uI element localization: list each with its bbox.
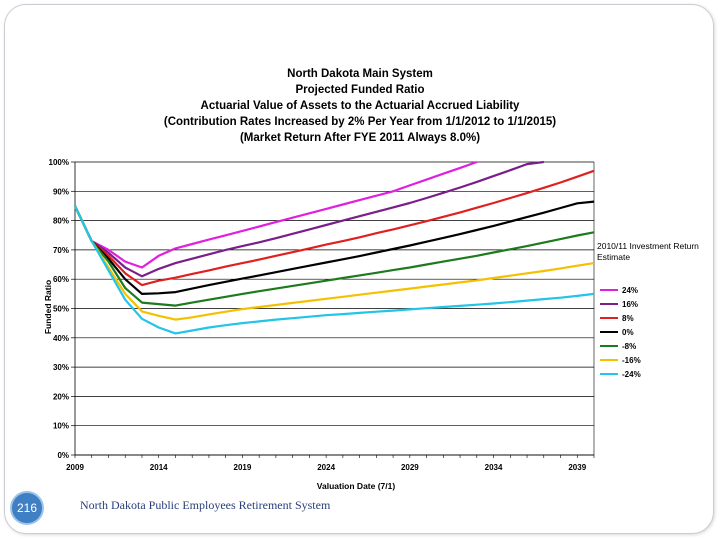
legend-item: 8% bbox=[600, 311, 700, 325]
legend-swatch bbox=[600, 359, 618, 361]
x-tick-label: 2009 bbox=[66, 463, 84, 472]
legend-swatch bbox=[600, 331, 618, 333]
y-tick-label: 0% bbox=[57, 451, 69, 460]
y-tick-label: 50% bbox=[53, 305, 69, 314]
legend-swatch bbox=[600, 289, 618, 291]
legend-label: 8% bbox=[622, 313, 634, 323]
y-tick-label: 20% bbox=[53, 392, 69, 401]
y-tick-label: 10% bbox=[53, 422, 69, 431]
chart-title: North Dakota Main System Projected Funde… bbox=[60, 66, 660, 146]
y-tick-label: 40% bbox=[53, 334, 69, 343]
footer-organization: North Dakota Public Employees Retirement… bbox=[80, 498, 331, 512]
legend-swatch bbox=[600, 345, 618, 347]
legend-item: -8% bbox=[600, 339, 700, 353]
y-tick-label: 30% bbox=[53, 363, 69, 372]
series-line bbox=[74, 200, 595, 295]
legend-title: 2010/11 Investment Return Estimate bbox=[597, 241, 699, 262]
legend-swatch bbox=[600, 303, 618, 305]
y-axis-label: Funded Ratio bbox=[43, 279, 53, 335]
y-tick-label: 100% bbox=[49, 158, 69, 167]
legend-label: 0% bbox=[622, 327, 634, 337]
chart-title-line-5: (Market Return After FYE 2011 Always 8.0… bbox=[239, 132, 481, 144]
chart-title-line-1: North Dakota Main System bbox=[287, 68, 433, 80]
series-line bbox=[74, 160, 478, 269]
legend-label: -16% bbox=[622, 355, 641, 365]
legend-label: 24% bbox=[622, 285, 639, 295]
legend-label: -24% bbox=[622, 369, 641, 379]
y-tick-label: 70% bbox=[53, 246, 69, 255]
y-tick-label: 80% bbox=[53, 217, 69, 226]
series-line bbox=[74, 205, 595, 335]
page-number-badge: 216 bbox=[10, 491, 44, 525]
legend-label: 16% bbox=[622, 299, 639, 309]
y-tick-label: 90% bbox=[53, 187, 69, 196]
x-tick-label: 2029 bbox=[401, 463, 419, 472]
x-tick-label: 2039 bbox=[568, 463, 586, 472]
chart-legend: 24% 16% 8% 0% -8% -16% -24% bbox=[600, 283, 700, 381]
series-line bbox=[74, 205, 595, 307]
x-tick-label: 2014 bbox=[150, 463, 168, 472]
x-axis-label: Valuation Date (7/1) bbox=[316, 481, 396, 491]
legend-swatch bbox=[600, 373, 618, 375]
x-tick-label: 2024 bbox=[317, 463, 335, 472]
series-line bbox=[74, 205, 595, 321]
y-tick-label: 60% bbox=[53, 275, 69, 284]
legend-item: 0% bbox=[600, 325, 700, 339]
legend-label: -8% bbox=[622, 341, 637, 351]
x-tick-label: 2019 bbox=[234, 463, 252, 472]
series-line bbox=[74, 160, 544, 278]
x-tick-label: 2034 bbox=[485, 463, 503, 472]
legend-item: -24% bbox=[600, 367, 700, 381]
chart-title-line-4: (Contribution Rates Increased by 2% Per … bbox=[163, 116, 557, 128]
legend-swatch bbox=[600, 317, 618, 319]
legend-item: -16% bbox=[600, 353, 700, 367]
legend-item: 24% bbox=[600, 283, 700, 297]
legend-item: 16% bbox=[600, 297, 700, 311]
chart-title-line-3: Actuarial Value of Assets to the Actuari… bbox=[200, 100, 520, 112]
chart-title-line-2: Projected Funded Ratio bbox=[295, 84, 425, 96]
series-line bbox=[74, 169, 595, 287]
